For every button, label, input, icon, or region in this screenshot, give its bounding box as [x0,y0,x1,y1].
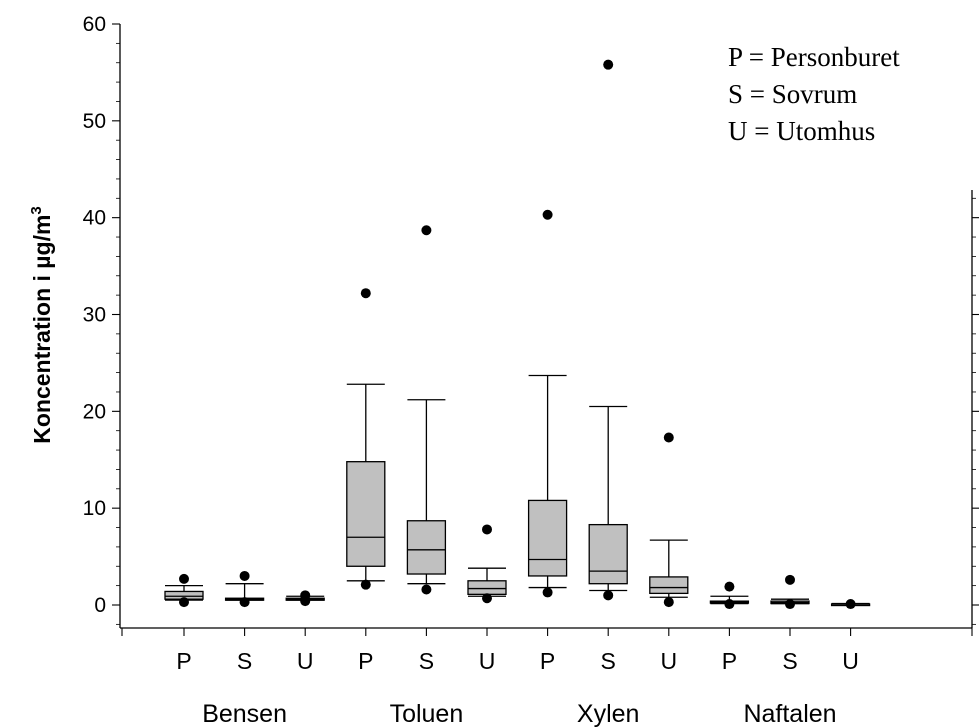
outlier-point [240,571,250,581]
y-tick-label: 0 [94,594,106,617]
outlier-point [785,575,795,585]
outlier-point [482,593,492,603]
outlier-point [361,580,371,590]
box-bensen-p [165,574,203,607]
box-toluen-s [407,225,445,594]
outlier-point [664,597,674,607]
box-naftalen-p [710,582,748,609]
x-category-label: U [660,648,677,674]
y-tick-label: 60 [83,13,106,36]
x-category-label: S [419,648,434,674]
y-tick-label: 30 [83,304,106,327]
legend-item-u: U = Utomhus [728,116,875,146]
outlier-point [240,597,250,607]
iqr-box [407,521,445,574]
iqr-box [347,462,385,567]
y-tick-label: 40 [83,207,106,230]
legend-item-s: S = Sovrum [728,79,857,109]
x-category-label: S [237,648,252,674]
y-tick-label: 50 [83,110,106,133]
outlier-point [421,585,431,595]
box-bensen-s [226,571,264,607]
legend-item-p: P = Personburet [728,42,900,72]
box-xylen-u [650,432,688,607]
x-axis: P S U P S U P S U P S U Bensen Toluen Xylen Naftalen [120,628,972,727]
x-category-label: U [297,648,314,674]
x-category-label: U [842,648,859,674]
x-category-label: S [782,648,797,674]
y-axis-label: Koncentration i µg/m3 [28,206,55,444]
y-axis-label-text: Koncentration i µg/m [29,215,55,444]
x-category-label: U [479,648,496,674]
x-category-label: P [540,648,555,674]
iqr-box [468,581,506,595]
box-xylen-s [589,60,627,601]
outlier-point [724,599,734,609]
outlier-point [543,587,553,597]
outlier-point [300,590,310,600]
y-tick-label: 20 [83,400,106,423]
box-naftalen-s [771,575,809,609]
legend: P = Personburet S = Sovrum U = Utomhus [728,42,900,146]
x-category-label: P [358,648,373,674]
outlier-point [603,590,613,600]
box-toluen-u [468,524,506,603]
box-toluen-p [347,288,385,589]
iqr-box [589,525,627,584]
outlier-point [724,582,734,592]
outlier-point [361,288,371,298]
box-xylen-p [529,210,567,598]
y-axis-label-superscript: 3 [28,206,45,214]
iqr-box [650,577,688,593]
x-category-label: P [176,648,191,674]
box-bensen-u [286,590,324,606]
outlier-point [603,60,613,70]
iqr-box [529,500,567,576]
outlier-point [543,210,553,220]
x-group-label: Bensen [202,700,287,727]
y-tick-label: 10 [83,497,106,520]
outlier-point [785,599,795,609]
x-category-label: S [601,648,616,674]
box-naftalen-u [832,599,870,609]
outlier-point [482,524,492,534]
outlier-point [179,574,189,584]
outlier-point [846,599,856,609]
x-group-label: Xylen [577,700,640,727]
outlier-point [421,225,431,235]
outlier-point [664,432,674,442]
x-category-label: P [722,648,737,674]
x-group-label: Toluen [390,700,464,727]
outlier-point [179,597,189,607]
x-group-label: Naftalen [743,700,836,727]
